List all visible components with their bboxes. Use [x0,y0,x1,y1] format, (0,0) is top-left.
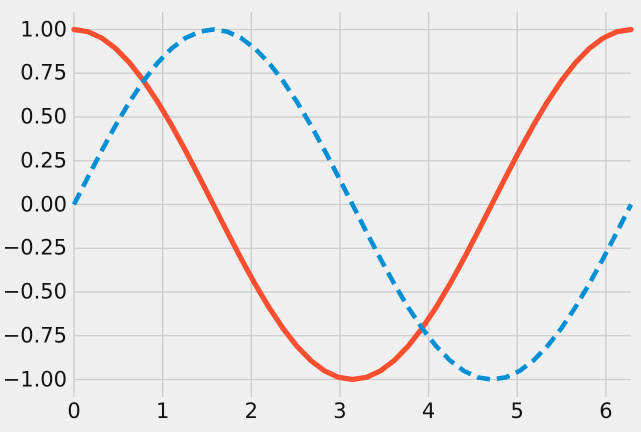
x-tick-label: 3 [333,399,347,423]
data-series [71,26,634,383]
series-line-sinx [71,27,634,382]
y-tick-label: −0.50 [2,279,67,304]
y-tick-label: 0.50 [20,104,67,129]
y-tick-label: −1.00 [2,367,67,391]
x-tick-label: 6 [599,399,613,423]
x-tick-label: 0 [67,399,81,423]
x-tick-label: 2 [244,399,258,423]
y-tick-label: 0.00 [20,192,67,216]
y-tick-label: 0.75 [20,60,67,85]
y-tick-label: 0.25 [20,148,67,173]
y-tick-label: −0.25 [2,235,67,260]
y-tick-label: 1.00 [20,17,67,41]
grid-lines [73,12,631,397]
series-line-cosx [71,26,634,383]
x-tick-label: 5 [510,399,524,423]
x-tick-label: 1 [155,399,170,423]
y-tick-label: −0.75 [2,323,67,348]
x-tick-label: 4 [421,399,436,423]
